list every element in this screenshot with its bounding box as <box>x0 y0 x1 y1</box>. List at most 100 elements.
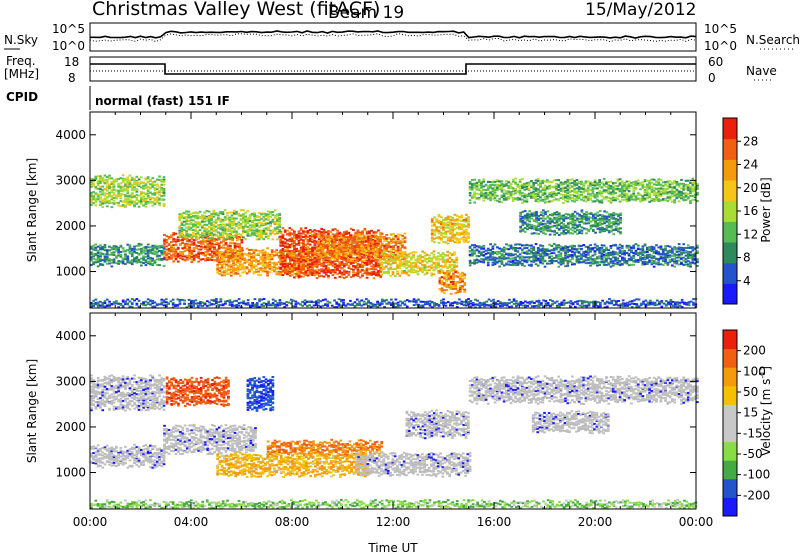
power-cell <box>178 231 182 234</box>
power-cell <box>197 241 200 244</box>
power-cell <box>279 262 283 265</box>
power-cell <box>223 261 226 264</box>
power-cell <box>217 217 220 220</box>
power-cell <box>262 218 266 221</box>
power-cell <box>456 291 460 294</box>
power-cell <box>437 221 441 224</box>
power-cell <box>299 251 303 254</box>
power-cell <box>227 256 231 259</box>
power-cell <box>243 258 247 261</box>
power-cell <box>115 247 118 250</box>
power-cell <box>279 249 283 252</box>
power-cell <box>328 248 332 250</box>
power-cell <box>112 183 116 186</box>
power-cell <box>201 252 205 254</box>
power-cell <box>387 260 390 263</box>
power-cell <box>99 253 102 256</box>
power-cell <box>170 250 173 253</box>
power-cell <box>194 211 197 214</box>
power-cell <box>264 233 268 236</box>
power-cell <box>502 198 506 201</box>
power-cell <box>351 251 354 254</box>
power-cell <box>541 181 545 184</box>
power-cell <box>338 235 342 238</box>
power-cell <box>268 271 272 273</box>
power-cell <box>155 200 159 203</box>
power-cell <box>194 214 197 217</box>
power-cell <box>443 292 446 294</box>
power-cell <box>92 252 95 255</box>
power-cell <box>94 186 98 188</box>
power-cell <box>313 253 317 256</box>
power-cells <box>90 174 699 309</box>
power-cell <box>376 249 379 252</box>
power-cell <box>343 277 346 279</box>
power-cell <box>96 184 100 186</box>
power-cell <box>320 252 323 255</box>
power-cell <box>281 243 285 246</box>
power-cell <box>358 237 361 240</box>
power-cell <box>185 254 189 257</box>
power-cell <box>354 265 358 268</box>
power-cell <box>144 259 148 262</box>
power-cell <box>228 229 232 232</box>
power-cell <box>185 242 189 245</box>
power-cell <box>146 202 150 205</box>
power-cell <box>167 247 171 250</box>
power-cell <box>192 234 195 237</box>
power-cell <box>407 265 411 268</box>
power-cell <box>396 266 399 269</box>
power-cell <box>279 241 283 244</box>
power-cell <box>133 245 136 248</box>
power-cell <box>440 226 443 229</box>
power-cell <box>345 243 348 246</box>
power-cell <box>176 238 180 241</box>
power-cell <box>354 272 358 275</box>
power-cell <box>372 259 376 262</box>
power-cell <box>340 257 343 260</box>
power-cell <box>440 237 443 240</box>
power-cell <box>286 273 289 276</box>
power-cell <box>372 271 376 274</box>
power-cell <box>355 256 359 259</box>
power-cell <box>133 200 136 203</box>
power-cell <box>286 243 289 246</box>
power-cell <box>185 256 189 259</box>
power-cell <box>205 223 209 226</box>
power-cell <box>144 177 148 180</box>
power-cell <box>128 179 132 182</box>
power-cell <box>288 263 292 266</box>
power-cell <box>163 243 166 246</box>
power-cell <box>489 197 492 200</box>
power-cell <box>240 241 244 244</box>
power-cell <box>433 237 436 240</box>
power-cell <box>144 201 148 203</box>
power-cell <box>329 249 333 252</box>
power-cell <box>96 175 100 178</box>
power-cell <box>389 253 393 256</box>
power-cell <box>117 261 120 263</box>
power-cell <box>550 200 554 203</box>
power-cell <box>342 237 345 240</box>
power-cell <box>108 199 111 202</box>
power-cell <box>349 227 353 230</box>
power-cell <box>462 220 466 223</box>
power-cell <box>450 263 454 266</box>
power-cell <box>552 195 556 197</box>
power-cell <box>257 233 261 236</box>
power-cell <box>321 238 325 241</box>
power-cell <box>552 192 556 195</box>
power-cell <box>454 284 458 287</box>
power-cell <box>365 238 368 241</box>
power-cell <box>194 220 197 223</box>
power-cell <box>463 290 467 293</box>
power-cell <box>473 196 476 199</box>
power-cell <box>195 254 198 257</box>
power-cell <box>96 249 100 252</box>
power-cell <box>358 248 361 251</box>
power-cell <box>213 255 216 258</box>
power-cell <box>172 233 175 236</box>
power-cell <box>267 235 270 237</box>
power-cell <box>126 202 130 204</box>
power-cell <box>473 178 476 181</box>
